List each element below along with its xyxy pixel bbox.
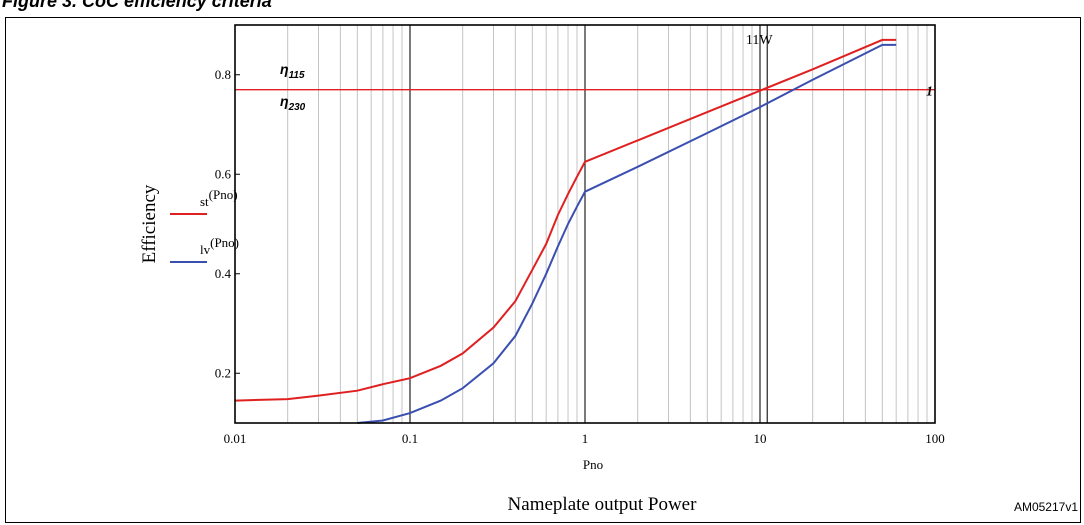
legend-label-arg: (Pno) [209, 187, 238, 202]
x-tick-label: 100 [925, 431, 945, 446]
eta-annotation-subscript: 115 [289, 70, 305, 81]
legend-label-st: st(Pno) [200, 187, 238, 209]
x-axis-variable: Pno [583, 457, 603, 472]
eta-annotation-230: η230 [280, 93, 306, 113]
y-tick-label: 0.2 [215, 365, 231, 380]
y-axis-title: Efficiency [139, 184, 160, 263]
x-tick-label: 10 [754, 431, 767, 446]
reference-line-label: 1 [926, 85, 933, 100]
x-tick-label: 1 [582, 431, 589, 446]
plot-area-border [234, 24, 936, 424]
y-tick-label: 0.4 [215, 266, 232, 281]
legend-label-arg: (Pno) [210, 235, 239, 250]
chart-frame [5, 17, 1081, 523]
series-line-st [234, 38, 897, 402]
figure-caption-strip: Figure 3. CoC efficiency criteria [0, 0, 1084, 14]
x-tick-label: 0.01 [224, 431, 247, 446]
eta-annotation-115: η115 [280, 61, 305, 81]
figure-caption: Figure 3. CoC efficiency criteria [2, 0, 272, 11]
reference-code: AM05217v1 [1013, 500, 1078, 514]
series-line-lv [357, 43, 897, 424]
eta-annotation-subscript: 230 [288, 102, 306, 113]
x-axis-title: Nameplate output Power [508, 494, 698, 515]
x-tick-label: 0.1 [402, 431, 418, 446]
legend-label-lv: lv(Pno) [200, 235, 239, 257]
y-tick-label: 0.8 [215, 67, 231, 82]
y-tick-label: 0.6 [215, 166, 232, 181]
marker-11w-label: 11W [746, 33, 773, 48]
